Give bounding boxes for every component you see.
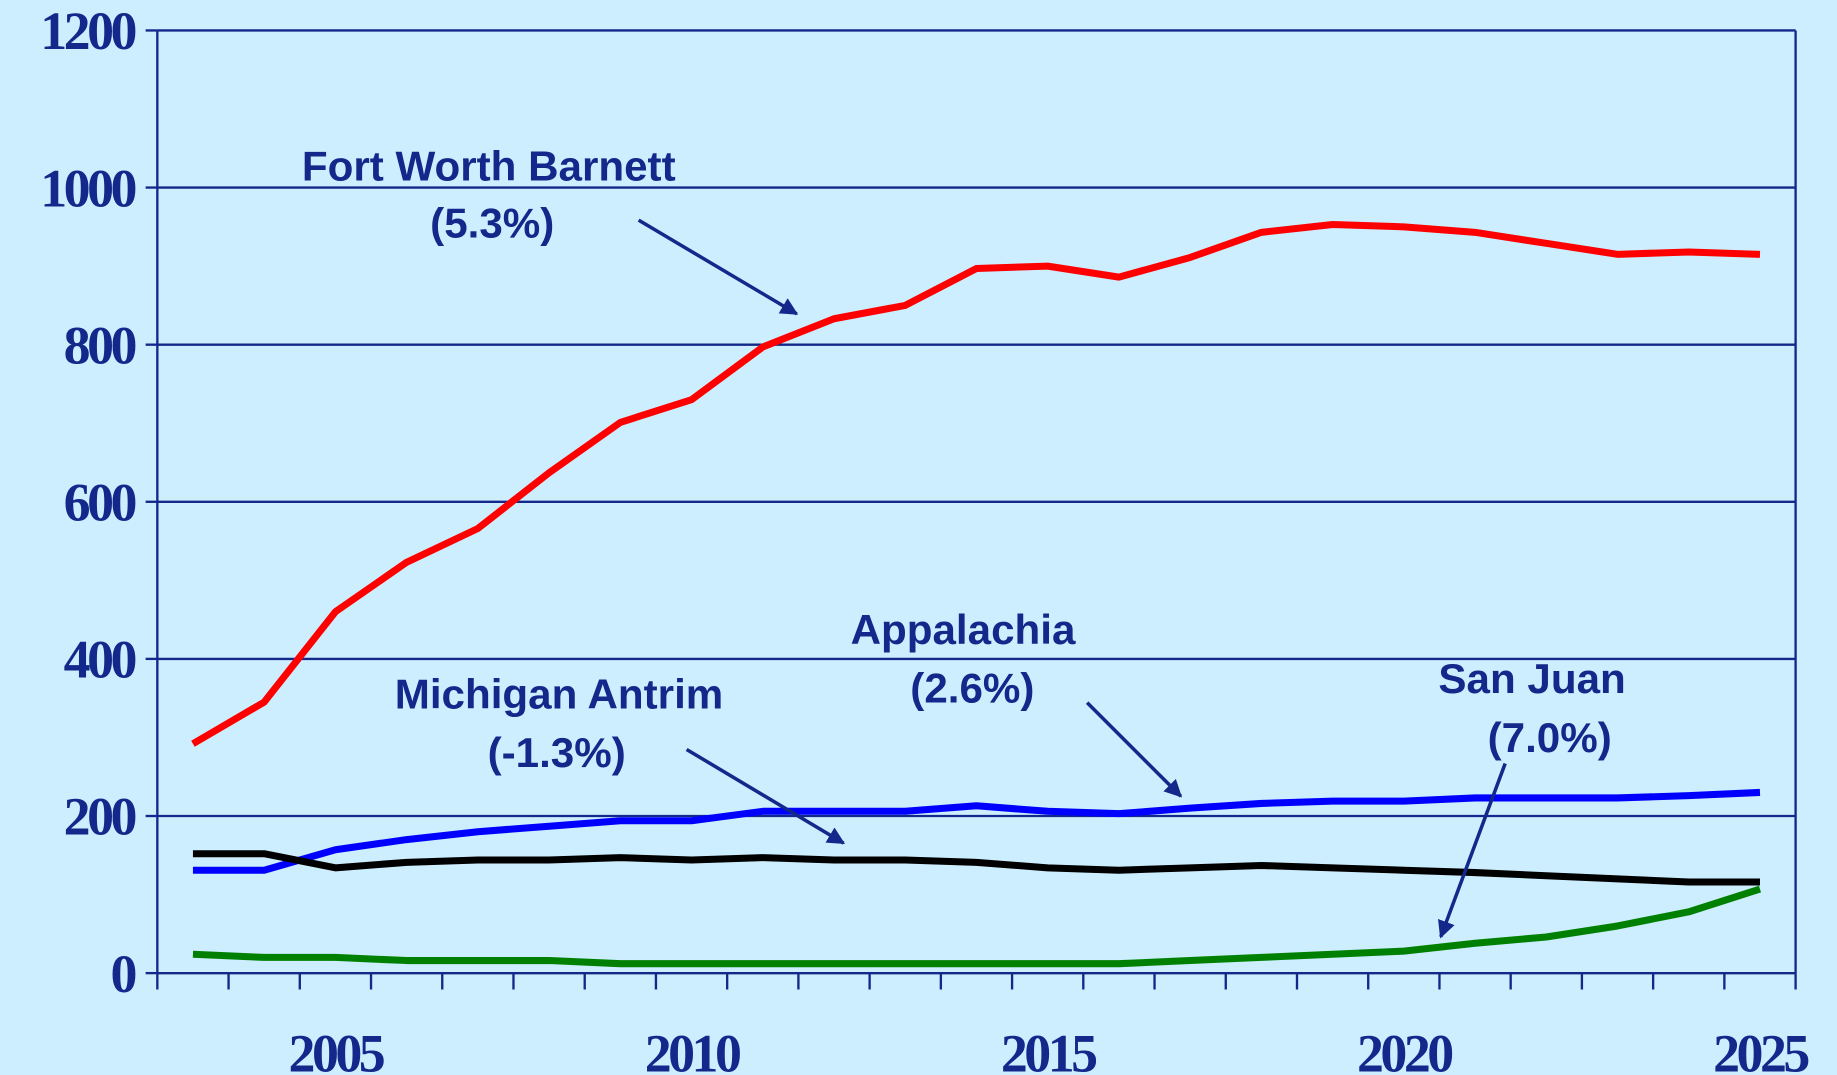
annotation: (7.0%) bbox=[1488, 714, 1612, 761]
annotation: (5.3%) bbox=[430, 200, 554, 247]
annotation: Michigan Antrim bbox=[395, 670, 724, 717]
arrow bbox=[685, 747, 846, 845]
annotation: (-1.3%) bbox=[488, 729, 626, 776]
arrow bbox=[637, 218, 799, 316]
arrow bbox=[1085, 701, 1183, 798]
y-tick-label: 1200 bbox=[40, 1, 135, 61]
series-line bbox=[191, 220, 1761, 747]
annotation: Fort Worth Barnett bbox=[302, 142, 676, 189]
y-tick-label: 1000 bbox=[40, 158, 135, 218]
annotation: (2.6%) bbox=[910, 665, 1034, 712]
series-line bbox=[192, 850, 1760, 886]
y-tick-label: 200 bbox=[64, 787, 136, 847]
annotation: San Juan bbox=[1438, 655, 1625, 702]
series-line bbox=[192, 788, 1761, 874]
x-tick-label: 2005 bbox=[289, 1023, 384, 1075]
y-tick-label: 600 bbox=[64, 473, 136, 533]
annotations: Fort Worth Barnett (5.3%) Appalachia (2.… bbox=[302, 142, 1626, 939]
arrow bbox=[1438, 762, 1507, 939]
x-tick-label: 2010 bbox=[645, 1023, 740, 1075]
series-line bbox=[192, 885, 1762, 968]
x-tick-label: 2015 bbox=[1001, 1023, 1096, 1075]
y-tick-label: 400 bbox=[64, 630, 136, 690]
y-tick-label: 0 bbox=[110, 944, 135, 1004]
x-tick-label: 2020 bbox=[1357, 1023, 1452, 1075]
x-tick-label: 2025 bbox=[1713, 1023, 1808, 1075]
y-tick-label: 800 bbox=[64, 315, 136, 375]
annotation: Appalachia bbox=[851, 606, 1076, 653]
